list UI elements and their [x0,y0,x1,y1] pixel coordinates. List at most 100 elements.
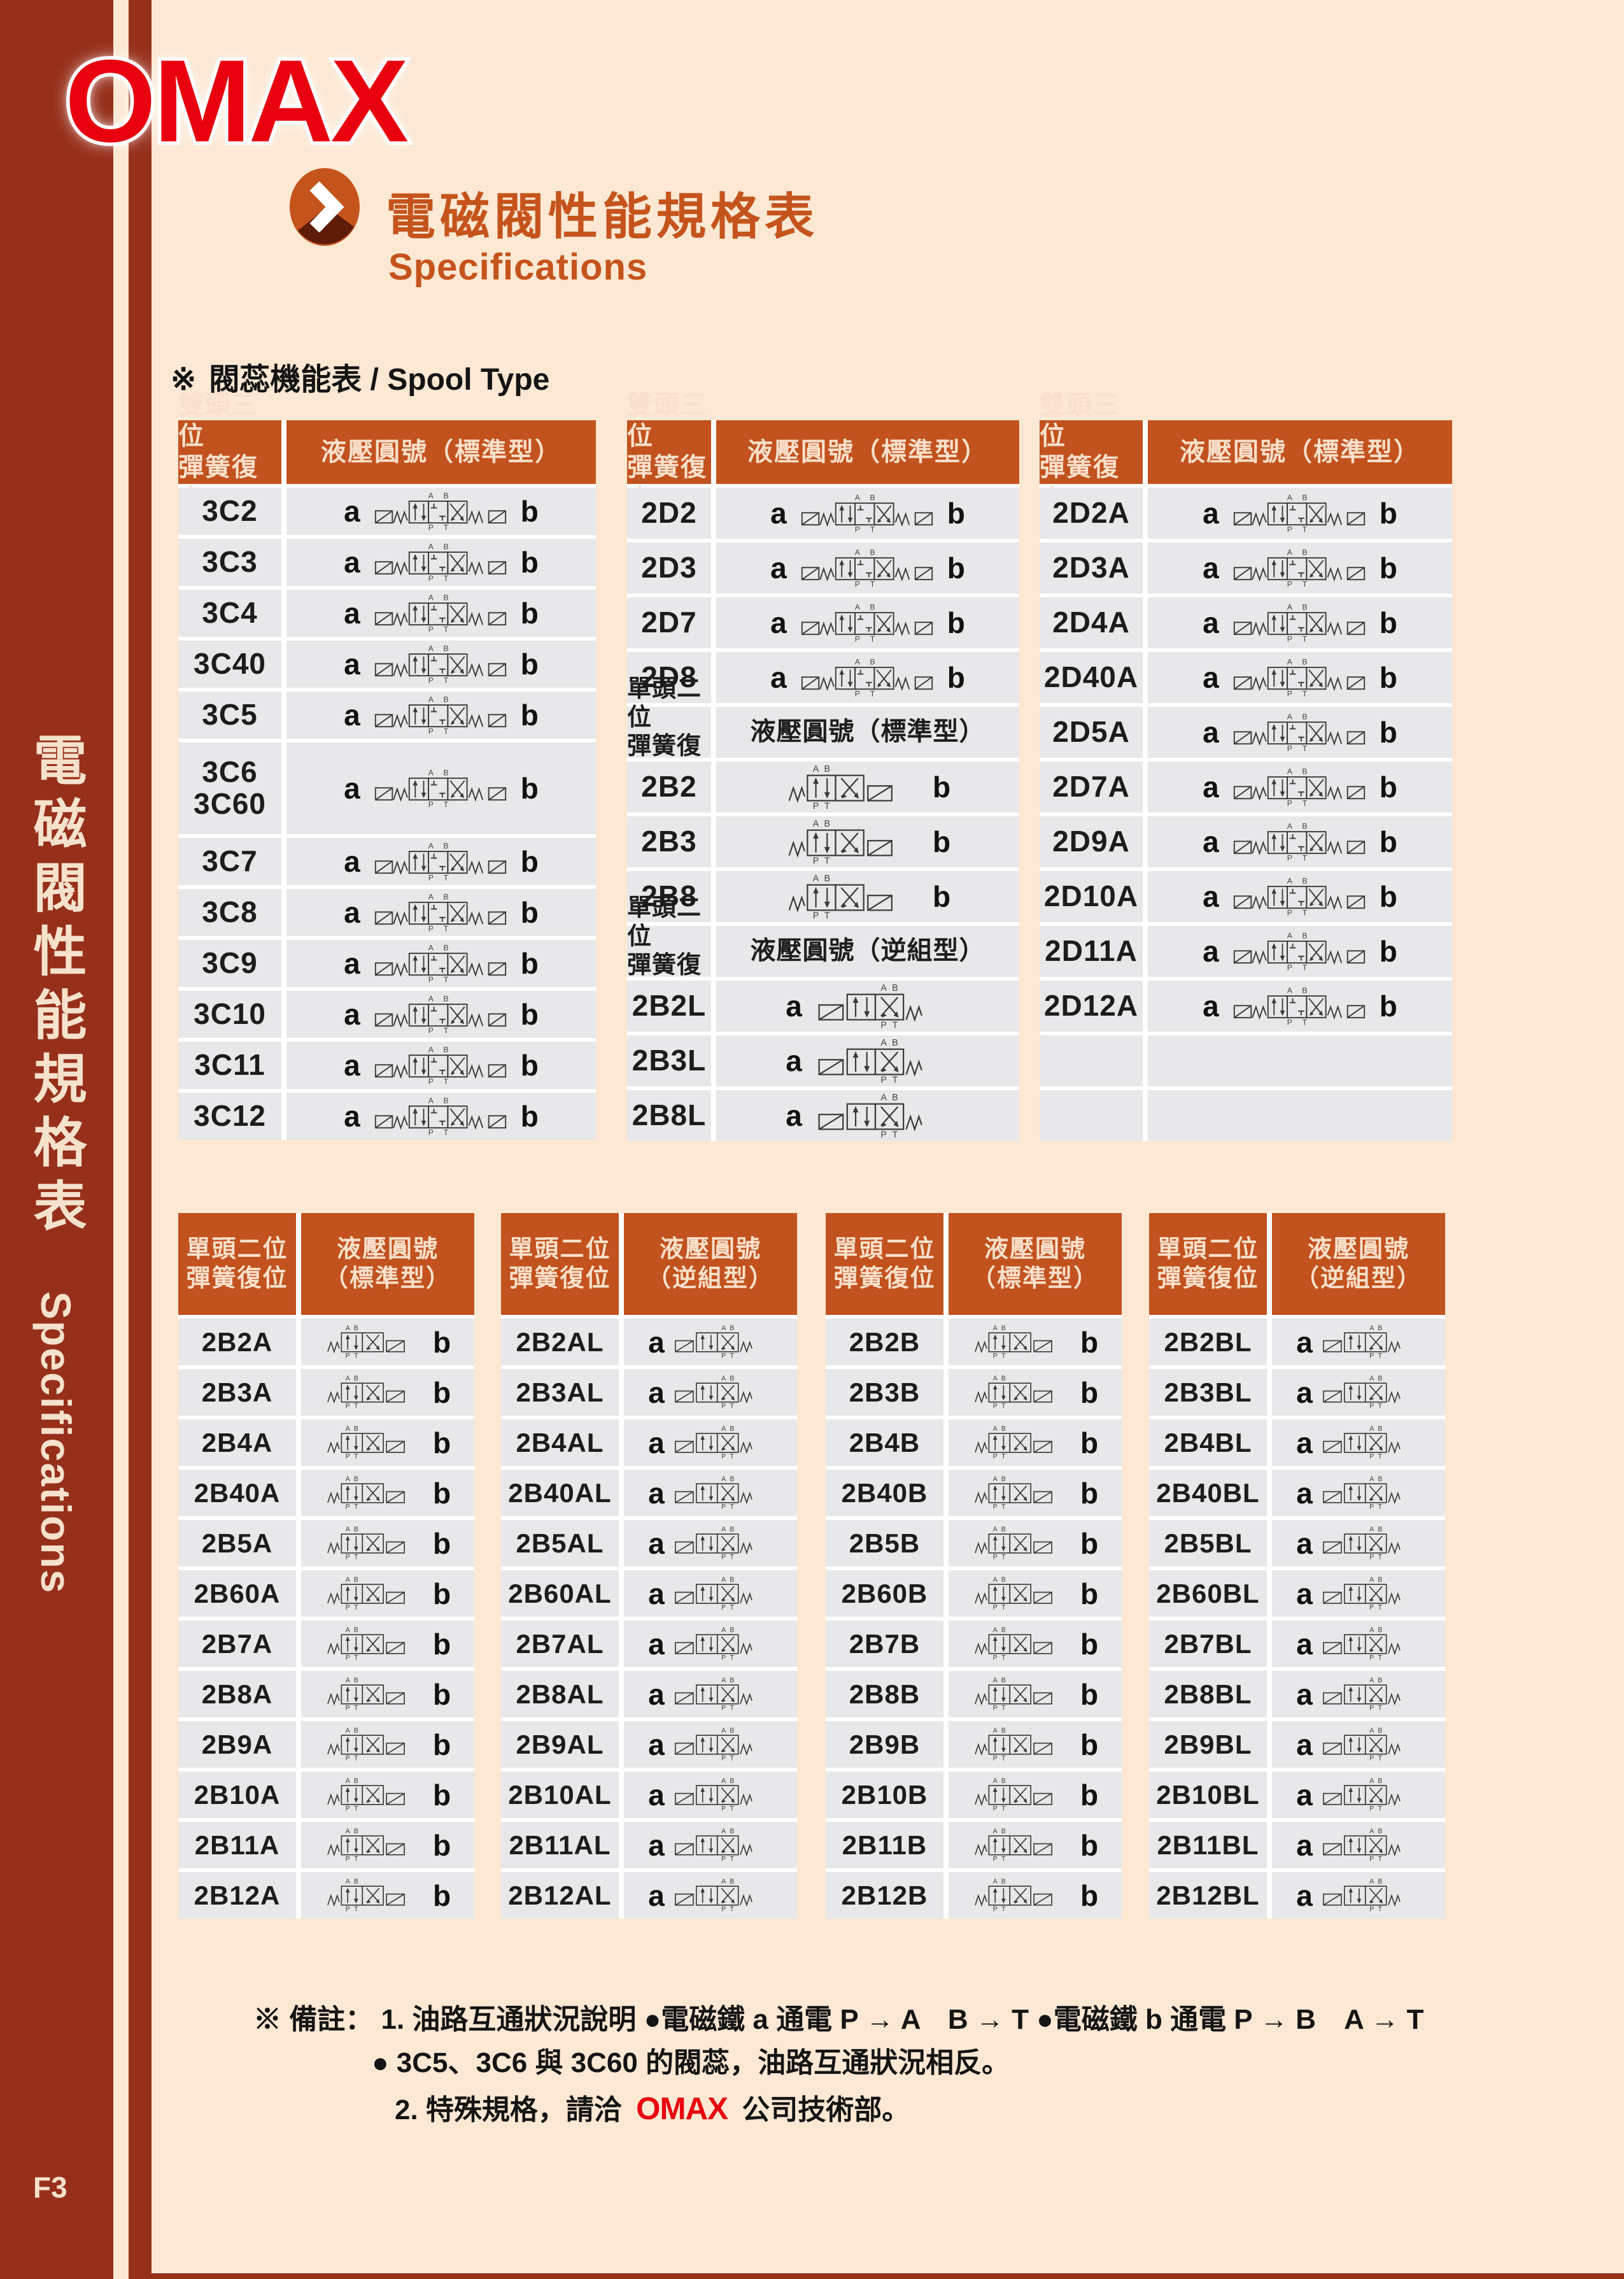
valve-symbol-cell: a A B P T b [1148,981,1452,1032]
svg-text:T: T [1001,1403,1006,1410]
text-line: 3C9 [202,946,258,980]
svg-text:T: T [443,1077,448,1085]
spool-code-cell: 2B3L [627,1035,711,1086]
svg-text:T: T [1001,1805,1006,1812]
spool-code-cell: 2D2A [1040,488,1143,539]
svg-text:B: B [824,819,830,829]
svg-text:B: B [443,695,448,704]
svg-text:A: A [721,1828,726,1835]
svg-text:P: P [1287,579,1292,588]
svg-text:B: B [443,492,448,500]
table-header-cell: 液壓圓號（標準型） [716,420,1019,484]
valve-symbol-cell: a A B P T b [1148,652,1452,703]
footnote-omax-logo: OMAX [636,2091,728,2127]
text-line: 液壓圓號（標準型） [1180,437,1420,466]
svg-text:B: B [354,1324,358,1332]
svg-text:T: T [354,1805,358,1812]
solenoid-b-label: b [1379,661,1397,694]
solenoid-a-label: a [648,1778,665,1812]
svg-text:B: B [730,1425,734,1433]
spool-code-cell: 2B7A [178,1621,296,1667]
text-line: 單頭二位 [833,1235,936,1263]
text-line: 2B3AL [516,1377,604,1407]
svg-text:A: A [993,1777,998,1785]
text-line: 2D3A [1052,551,1130,585]
text-line: 液壓圓號（標準型） [750,718,985,746]
svg-text:B: B [730,1828,734,1835]
svg-text:A: A [346,1777,351,1785]
solenoid-a-label: a [1296,1325,1313,1359]
svg-text:T: T [1378,1856,1382,1863]
svg-text:T: T [354,1352,358,1360]
svg-text:A: A [813,819,819,829]
solenoid-b-label: b [947,661,965,694]
spool-code-cell: 2B10BL [1149,1771,1267,1818]
table-header-cell: 雙頭三位彈簧復中 [1040,391,1143,513]
text-line: 2B12A [194,1880,281,1910]
text-line: 3C4 [202,596,258,630]
solenoid-a-label: a [344,998,360,1031]
svg-text:T: T [354,1453,358,1460]
text-line: 2D10A [1043,879,1139,913]
svg-text:P: P [993,1906,998,1913]
solenoid-b-label: b [432,1476,451,1510]
text-line: 2B5AL [516,1528,604,1558]
svg-text:T: T [1378,1352,1382,1360]
svg-text:A: A [993,1475,998,1483]
svg-text:T: T [730,1705,734,1712]
text-line: 2B8AL [516,1679,604,1709]
spool-code-cell: 2B7B [826,1621,943,1667]
svg-text:B: B [443,1046,448,1054]
text-line: 2B10A [194,1779,281,1810]
solenoid-a-label: a [344,1100,360,1133]
svg-text:A: A [1287,658,1292,666]
spool-code-cell: 2B3BL [1149,1369,1267,1416]
spool-code-cell: 2B11A [178,1822,296,1868]
svg-text:A: A [880,983,887,993]
svg-text:A: A [993,1626,998,1634]
solenoid-b-label: b [1379,716,1397,749]
spool-code-cell: 2D2 [627,488,711,539]
spool-code-cell: 2B8 [627,871,711,922]
svg-text:P: P [1287,634,1292,643]
solenoid-a-label: a [648,1325,665,1359]
spool-code-cell: 2B12A [178,1872,296,1919]
svg-text:B: B [1001,1576,1006,1584]
spool-code-cell: 3C12 [178,1093,281,1140]
svg-text:P: P [721,1805,726,1812]
svg-text:T: T [354,1503,358,1510]
svg-text:B: B [443,593,448,602]
svg-text:B: B [443,769,448,777]
svg-text:P: P [428,1128,433,1136]
text-line: 2B8A [201,1679,273,1709]
text-line: 2B8L [632,1098,707,1132]
empty-cell [1148,1035,1452,1086]
svg-text:P: P [428,924,433,932]
solenoid-a-label: a [1296,1577,1313,1610]
svg-text:A: A [993,1727,998,1735]
text-line: 2B5A [201,1528,273,1558]
svg-text:B: B [1302,932,1307,940]
solenoid-b-label: b [432,1627,451,1661]
spool-code-cell: 2B40A [178,1470,296,1516]
